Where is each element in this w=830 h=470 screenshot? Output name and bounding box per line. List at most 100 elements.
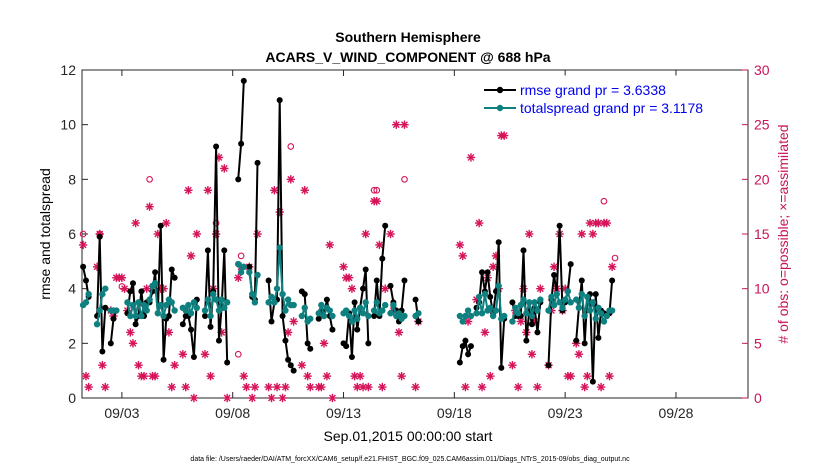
obs-assimilated-marker xyxy=(286,175,295,184)
obs-assimilated-marker xyxy=(170,361,179,370)
rmse-point xyxy=(520,247,527,254)
rmse-point xyxy=(415,318,422,325)
totalspread-point xyxy=(462,312,469,320)
y-tick-label: 6 xyxy=(68,226,76,242)
totalspread-point xyxy=(495,282,502,290)
totalspread-point xyxy=(351,307,358,314)
totalspread-point xyxy=(556,299,563,306)
totalspread-point xyxy=(251,299,259,306)
rmse-point xyxy=(362,266,369,273)
totalspread-point xyxy=(82,299,90,306)
rmse-point xyxy=(534,329,541,336)
rmse-point xyxy=(528,321,535,328)
totalspread-point xyxy=(168,299,175,306)
totalspread-point xyxy=(193,304,201,311)
totalspread-point xyxy=(240,263,247,270)
totalspread-line xyxy=(248,272,259,303)
totalspread-point xyxy=(545,307,552,314)
right-y-tick-label: 10 xyxy=(754,281,770,297)
chart-subtitle: ACARS_V_WIND_COMPONENT @ 688 hPa xyxy=(265,49,550,65)
legend-marker xyxy=(496,86,504,94)
totalspread-point xyxy=(85,290,92,298)
obs-assimilated-marker xyxy=(549,262,559,271)
totalspread-point xyxy=(592,315,599,322)
totalspread-point xyxy=(276,244,283,251)
totalspread-point xyxy=(390,301,397,309)
obs-assimilated-marker xyxy=(607,262,617,271)
rmse-point xyxy=(351,299,358,306)
right-y-tick-label: 20 xyxy=(754,171,770,187)
totalspread-point xyxy=(478,310,486,317)
rmse-point xyxy=(82,277,89,284)
totalspread-point xyxy=(534,307,541,314)
obs-assimilated-marker xyxy=(580,382,589,392)
obs-possible-marker xyxy=(611,254,619,262)
totalspread-point xyxy=(315,310,322,317)
totalspread-point xyxy=(132,312,139,320)
obs-possible-marker xyxy=(370,186,378,194)
totalspread-point xyxy=(154,310,161,317)
obs-assimilated-marker xyxy=(189,393,199,403)
totalspread-point xyxy=(597,310,605,317)
rmse-point xyxy=(132,321,139,328)
rmse-point xyxy=(99,348,106,355)
rmse-point xyxy=(204,247,211,254)
obs-assimilated-marker xyxy=(117,273,127,282)
rmse-point xyxy=(315,315,322,322)
totalspread-point xyxy=(207,312,214,320)
obs-assimilated-marker xyxy=(181,382,190,392)
obs-possible-marker xyxy=(146,175,153,183)
totalspread-point xyxy=(589,299,597,306)
totalspread-point xyxy=(537,296,544,303)
totalspread-point xyxy=(93,321,101,328)
obs-assimilated-marker xyxy=(145,202,154,211)
totalspread-point xyxy=(284,296,292,303)
totalspread-point xyxy=(559,304,566,311)
totalspread-point xyxy=(171,307,178,314)
totalspread-point xyxy=(603,312,611,320)
chart-title: Southern Hemisphere xyxy=(335,29,481,45)
totalspread-point xyxy=(600,318,608,325)
rmse-point xyxy=(254,159,261,166)
totalspread-point xyxy=(254,271,261,279)
obs-assimilated-marker xyxy=(242,382,251,392)
totalspread-point xyxy=(127,312,134,320)
x-tick-label: 09/23 xyxy=(548,405,583,421)
obs-assimilated-marker xyxy=(474,218,484,228)
obs-assimilated-marker xyxy=(500,131,509,140)
obs-assimilated-marker xyxy=(574,350,584,359)
rmse-point xyxy=(268,318,275,325)
totalspread-point xyxy=(473,310,480,317)
rmse-point xyxy=(578,277,585,284)
obs-assimilated-marker xyxy=(234,273,243,282)
totalspread-point xyxy=(135,299,142,306)
rmse-point xyxy=(213,143,220,150)
totalspread-point xyxy=(365,312,372,320)
rmse-point xyxy=(484,269,491,276)
obs-assimilated-marker xyxy=(361,229,370,239)
rmse-point xyxy=(592,291,599,298)
obs-assimilated-marker xyxy=(178,350,188,359)
obs-assimilated-marker xyxy=(566,371,575,381)
rmse-point xyxy=(235,176,242,183)
totalspread-point xyxy=(356,304,364,311)
obs-assimilated-marker xyxy=(184,186,193,195)
obs-possible-marker xyxy=(234,350,242,358)
rmse-point xyxy=(290,367,297,374)
y-tick-label: 2 xyxy=(68,335,76,351)
totalspread-point xyxy=(129,301,137,309)
totalspread-point xyxy=(509,318,516,325)
totalspread-point xyxy=(138,312,145,320)
totalspread-point xyxy=(279,290,286,298)
legend-label: totalspread grand pr = 3.1178 xyxy=(520,100,703,116)
obs-assimilated-marker xyxy=(594,218,603,228)
totalspread-point xyxy=(553,290,560,298)
obs-assimilated-marker xyxy=(126,328,135,337)
totalspread-point xyxy=(548,293,555,301)
x-tick-label: 09/03 xyxy=(104,405,139,421)
obs-assimilated-marker xyxy=(588,229,598,239)
y-tick-label: 10 xyxy=(60,117,76,133)
obs-assimilated-marker xyxy=(525,229,534,239)
obs-assimilated-marker xyxy=(536,284,545,293)
totalspread-point xyxy=(608,307,616,314)
